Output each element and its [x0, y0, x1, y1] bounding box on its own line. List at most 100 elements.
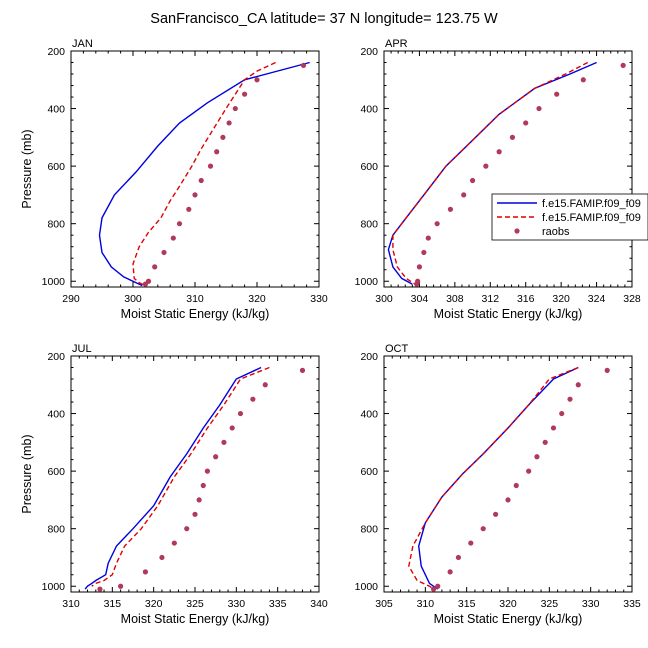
y-tick-label: 1000: [42, 581, 66, 593]
y-axis-label: Pressure (mb): [20, 129, 34, 208]
y-tick-label: 400: [47, 104, 65, 116]
x-tick-label: 335: [269, 598, 287, 610]
raobs-point: [534, 454, 540, 460]
raobs-point: [509, 134, 516, 140]
raobs-point: [186, 206, 192, 212]
x-tick-label: 308: [446, 293, 464, 305]
raobs-point: [604, 367, 610, 373]
x-tick-label: 316: [517, 293, 535, 305]
y-tick-label: 1000: [355, 581, 379, 593]
panel-jul: 310 315 320 325 330 335 340 200 400 600 800 1000 JUL…: [20, 343, 328, 626]
y-tick-label: 800: [47, 219, 65, 231]
x-tick-label: 304: [411, 293, 429, 305]
x-tick-label: 320: [145, 598, 163, 610]
legend-entry: f.e15.FAMIP.f09_f09: [542, 198, 641, 210]
y-axis-label: Pressure (mb): [20, 434, 34, 513]
plot-frame: [383, 50, 633, 288]
legend: f.e15.FAMIP.f09_f09 f.e15.FAMIP.f09_f09ra…: [491, 193, 648, 241]
raobs-point: [567, 396, 573, 402]
model-line-solid: [98, 61, 310, 287]
x-tick-label: 300: [124, 293, 142, 305]
raobs-point: [250, 396, 256, 402]
x-tick-label: 325: [541, 598, 559, 610]
raobs-point: [221, 439, 227, 445]
panel-label: APR: [385, 38, 408, 50]
raobs-point: [542, 439, 548, 445]
panel-label: JUL: [72, 343, 92, 355]
raobs-point: [480, 526, 486, 532]
raobs-point: [214, 149, 220, 155]
y-tick-label: 400: [360, 409, 378, 421]
raobs-point: [142, 569, 148, 575]
raobs-point: [523, 120, 529, 126]
raobs-point: [171, 540, 177, 546]
raobs-point: [192, 511, 198, 517]
y-tick-label: 400: [360, 104, 378, 116]
x-tick-label: 310: [417, 598, 435, 610]
raobs-point: [435, 583, 441, 589]
model-line-solid: [417, 366, 579, 590]
raobs-point: [299, 367, 306, 373]
raobs-point: [447, 206, 454, 212]
y-tick-label: 400: [47, 409, 65, 421]
y-tick-label: 200: [360, 351, 378, 363]
model-line-dashed: [132, 61, 276, 287]
raobs-point: [184, 526, 190, 532]
x-tick-label: 290: [62, 293, 80, 305]
model-line-solid: [84, 366, 262, 590]
x-tick-label: 330: [582, 598, 600, 610]
legend-raobs-marker: [514, 228, 520, 234]
raobs-point: [118, 583, 124, 589]
panel-apr: 300 304 308 312 316 320 324 328 200 400 600 800 1000…: [355, 38, 648, 321]
panel-jan: 290 300 310 320 330 200 400 600 800 1000 JAN Moist …: [20, 38, 328, 321]
raobs-point: [526, 468, 532, 474]
raobs-point: [455, 554, 461, 561]
raobs-point: [204, 468, 210, 474]
raobs-point: [483, 163, 489, 169]
y-tick-label: 600: [360, 161, 378, 173]
x-tick-label: 315: [458, 598, 476, 610]
y-tick-label: 800: [47, 524, 65, 536]
x-tick-label: 328: [623, 293, 641, 305]
model-line-solid: [387, 61, 597, 285]
raobs-point: [229, 425, 235, 431]
legend-entry: raobs: [542, 226, 570, 238]
raobs-point: [580, 77, 586, 83]
x-tick-label: 312: [482, 293, 500, 305]
raobs-point: [425, 235, 431, 241]
raobs-point: [421, 249, 427, 256]
raobs-point: [505, 497, 511, 503]
y-tick-label: 800: [360, 524, 378, 536]
raobs-point: [196, 497, 202, 503]
raobs-point: [262, 382, 268, 388]
raobs-point: [159, 554, 165, 561]
raobs-point: [198, 177, 204, 184]
plot-area: [98, 61, 310, 287]
raobs-point: [213, 454, 219, 460]
x-tick-label: 320: [499, 598, 517, 610]
raobs-point: [237, 410, 244, 417]
y-tick-label: 1000: [42, 276, 66, 288]
x-tick-label: 310: [186, 293, 204, 305]
x-tick-label: 340: [310, 598, 328, 610]
raobs-point: [207, 163, 214, 169]
x-tick-label: 325: [186, 598, 204, 610]
x-tick-label: 330: [310, 293, 328, 305]
raobs-point: [200, 482, 206, 489]
raobs-point: [536, 105, 542, 112]
raobs-point: [416, 264, 423, 270]
panel-label: OCT: [385, 343, 409, 355]
raobs-point: [254, 77, 260, 83]
raobs-point: [434, 221, 440, 227]
raobs-point: [170, 235, 176, 241]
plot-area: [408, 366, 610, 592]
plot-frame: [70, 50, 320, 288]
raobs-point: [496, 149, 502, 155]
x-axis-label: Moist Static Energy (kJ/kg): [434, 612, 583, 626]
model-line-dashed: [392, 61, 589, 285]
raobs-point: [176, 221, 183, 227]
x-axis-label: Moist Static Energy (kJ/kg): [121, 612, 270, 626]
legend-entry: f.e15.FAMIP.f09_f09: [542, 212, 641, 224]
raobs-point: [152, 264, 158, 270]
y-tick-label: 200: [47, 46, 65, 58]
